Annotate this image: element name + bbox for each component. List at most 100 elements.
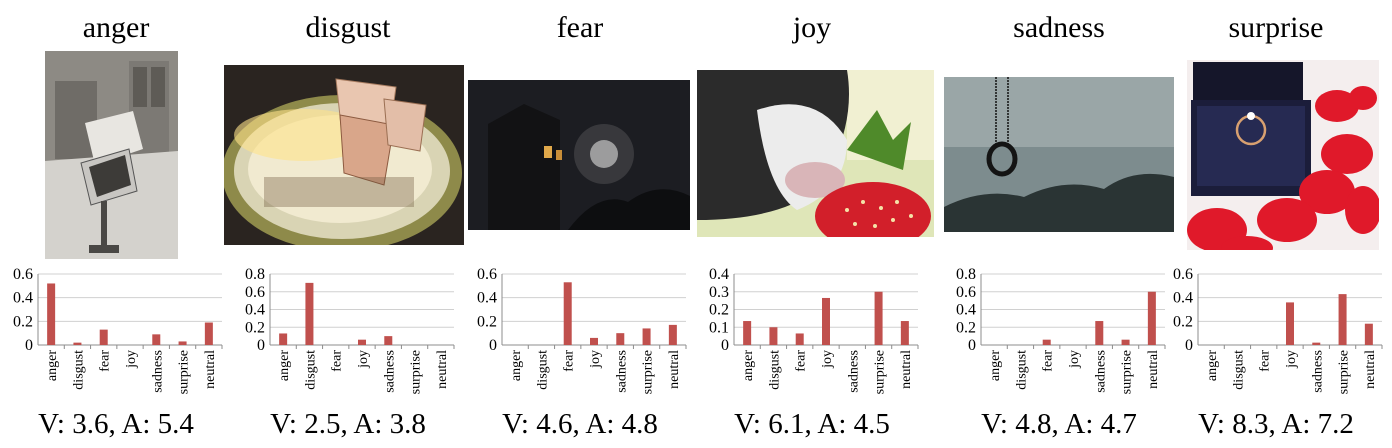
x-tick-label: neutral	[1146, 350, 1161, 389]
x-tick-label: joy	[124, 350, 139, 369]
x-tick-label: neutral	[435, 350, 450, 389]
x-tick-label: disgust	[1014, 350, 1029, 390]
bar-sadness	[384, 336, 393, 345]
photo-fear	[468, 80, 690, 230]
y-tick-label: 0.4	[709, 266, 729, 283]
y-tick-label: 0.6	[13, 266, 33, 283]
x-tick-label: neutral	[667, 350, 682, 389]
bar-surprise	[874, 291, 883, 345]
x-tick-label: anger	[277, 350, 292, 381]
bar-disgust	[769, 327, 778, 345]
valence-arousal-label: V: 6.1, A: 4.5	[734, 408, 890, 440]
bar-chart-fear: 0 0.2 0.4 0.6 anger disgust fear joy sadness surp…	[477, 266, 687, 394]
y-tick-label: 0.2	[13, 313, 33, 330]
bar-disgust	[305, 282, 314, 345]
y-tick-label: 0.4	[1173, 290, 1193, 307]
x-tick-label: sadness	[382, 350, 397, 393]
y-tick-label: 0.2	[245, 319, 265, 336]
y-tick-label: 0.4	[245, 302, 265, 319]
y-tick-label: 0.4	[477, 290, 497, 307]
bar-neutral	[204, 322, 213, 345]
x-tick-label: sadness	[150, 350, 165, 393]
y-tick-label: 0.2	[1173, 313, 1193, 330]
x-tick-label: fear	[1041, 350, 1056, 372]
y-tick-label: 0.8	[245, 266, 265, 283]
panel-anger: anger 0 0.2 0.4 0.6 anger disgust fear joy sadne…	[0, 0, 232, 448]
x-tick-label: disgust	[767, 350, 782, 390]
x-tick-label: anger	[988, 350, 1003, 381]
x-tick-label: fear	[1258, 350, 1273, 372]
y-tick-label: 0	[1185, 337, 1193, 354]
y-tick-label: 0	[257, 337, 265, 354]
y-tick-label: 0.6	[956, 284, 976, 301]
x-tick-label: joy	[588, 350, 603, 369]
bar-joy	[1286, 302, 1294, 345]
bar-anger	[743, 321, 752, 345]
x-tick-label: surprise	[1120, 350, 1135, 394]
emotion-title: anger	[82, 11, 150, 44]
y-tick-label: 0	[968, 337, 976, 354]
x-tick-label: disgust	[303, 350, 318, 390]
bar-neutral	[1364, 323, 1373, 345]
bar-anger	[47, 283, 56, 345]
valence-arousal-label: V: 2.5, A: 3.8	[270, 408, 426, 440]
emotion-title: joy	[792, 11, 832, 44]
panel-surprise: surprise 0 0.2 0.4 0.6 anger disgust fear joy sa…	[1160, 0, 1392, 448]
valence-arousal-label: V: 4.8, A: 4.7	[981, 408, 1137, 440]
bar-surprise	[178, 341, 187, 345]
panel-fear: fear 0 0.2 0.4 0.6 anger disgust fear joy sadnes…	[464, 0, 696, 448]
bar-chart-disgust: 00.20.40.60.8 anger disgust fear joy sadness s…	[245, 266, 455, 394]
x-tick-label: sadness	[614, 350, 629, 393]
y-tick-label: 0	[25, 337, 33, 354]
y-tick-label: 0.2	[477, 313, 497, 330]
x-tick-label: disgust	[1231, 350, 1246, 390]
bar-joy	[590, 337, 598, 345]
y-tick-label: 0.4	[956, 302, 976, 319]
bar-chart-joy: 00.10.20.30.4 anger disgust fear joy sadness s…	[709, 266, 919, 394]
y-tick-label: 0.2	[956, 319, 976, 336]
x-tick-label: neutral	[1363, 350, 1378, 389]
y-tick-label: 0.6	[1173, 266, 1193, 283]
valence-arousal-label: V: 8.3, A: 7.2	[1198, 408, 1354, 440]
x-tick-label: disgust	[71, 350, 86, 390]
y-tick-label: 0.6	[477, 266, 497, 283]
x-tick-label: surprise	[641, 350, 656, 394]
y-tick-label: 0.8	[956, 266, 976, 283]
x-tick-label: fear	[98, 350, 113, 372]
x-tick-label: joy	[1067, 350, 1082, 369]
x-tick-label: fear	[330, 350, 345, 372]
bar-surprise	[1338, 294, 1347, 345]
panel-joy: joy 0 0.1 0.2 0.3 0.4 anger disgust fear joy sadn…	[696, 0, 934, 448]
photo-surprise	[1187, 60, 1379, 250]
y-tick-label: 0.2	[709, 302, 729, 319]
valence-arousal-label: V: 4.6, A: 4.8	[502, 408, 658, 440]
bar-sadness	[1312, 342, 1321, 345]
y-tick-label: 0	[721, 337, 729, 354]
panel-sadness: sadness 0 0.2 0.4 0.6 0.8 anger disgust fear joy…	[943, 0, 1175, 448]
x-tick-label: surprise	[873, 350, 888, 394]
x-tick-label: joy	[1284, 350, 1299, 369]
bar-fear	[795, 333, 804, 345]
bar-neutral	[1147, 291, 1156, 345]
y-tick-label: 0.4	[13, 290, 33, 307]
x-tick-label: anger	[509, 350, 524, 381]
photo-disgust	[224, 65, 464, 245]
bar-anger	[279, 333, 288, 345]
x-tick-label: surprise	[409, 350, 424, 394]
x-tick-label: neutral	[899, 350, 914, 389]
bar-neutral	[668, 324, 677, 345]
bar-joy	[822, 297, 830, 345]
bar-chart-anger: 0 0.2 0.4 0.6 anger disgust fear joy sadness surp…	[13, 266, 223, 394]
photo-sadness	[944, 77, 1174, 232]
panel-disgust: disgust 0 0.2 0.4 0.6 0.8 anger disgust fear joy…	[224, 0, 464, 448]
emotion-title: fear	[556, 11, 604, 44]
valence-arousal-label: V: 3.6, A: 5.4	[38, 408, 194, 440]
y-tick-label: 0.3	[709, 284, 729, 301]
y-tick-label: 0.1	[709, 319, 729, 336]
bar-sadness	[152, 334, 161, 345]
x-tick-label: fear	[562, 350, 577, 372]
x-tick-label: disgust	[535, 350, 550, 390]
bar-sadness	[616, 333, 625, 345]
emotion-title: disgust	[305, 11, 391, 44]
y-tick-label: 0	[489, 337, 497, 354]
